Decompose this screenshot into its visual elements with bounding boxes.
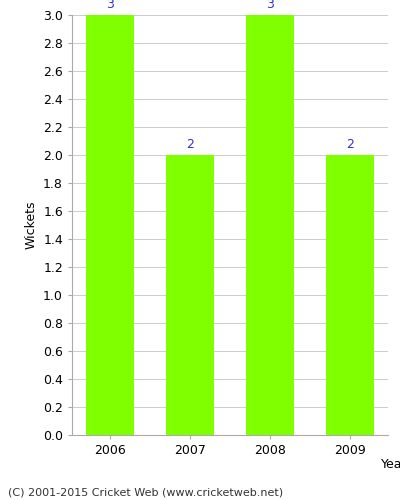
- Y-axis label: Wickets: Wickets: [24, 200, 38, 249]
- Bar: [326, 155, 374, 435]
- X-axis label: Year: Year: [381, 458, 400, 471]
- Bar: [86, 15, 134, 435]
- Text: 2: 2: [346, 138, 354, 151]
- Text: 3: 3: [266, 0, 274, 11]
- Text: (C) 2001-2015 Cricket Web (www.cricketweb.net): (C) 2001-2015 Cricket Web (www.cricketwe…: [8, 488, 283, 498]
- Bar: [166, 155, 214, 435]
- Text: 2: 2: [186, 138, 194, 151]
- Text: 3: 3: [106, 0, 114, 11]
- Bar: [246, 15, 294, 435]
